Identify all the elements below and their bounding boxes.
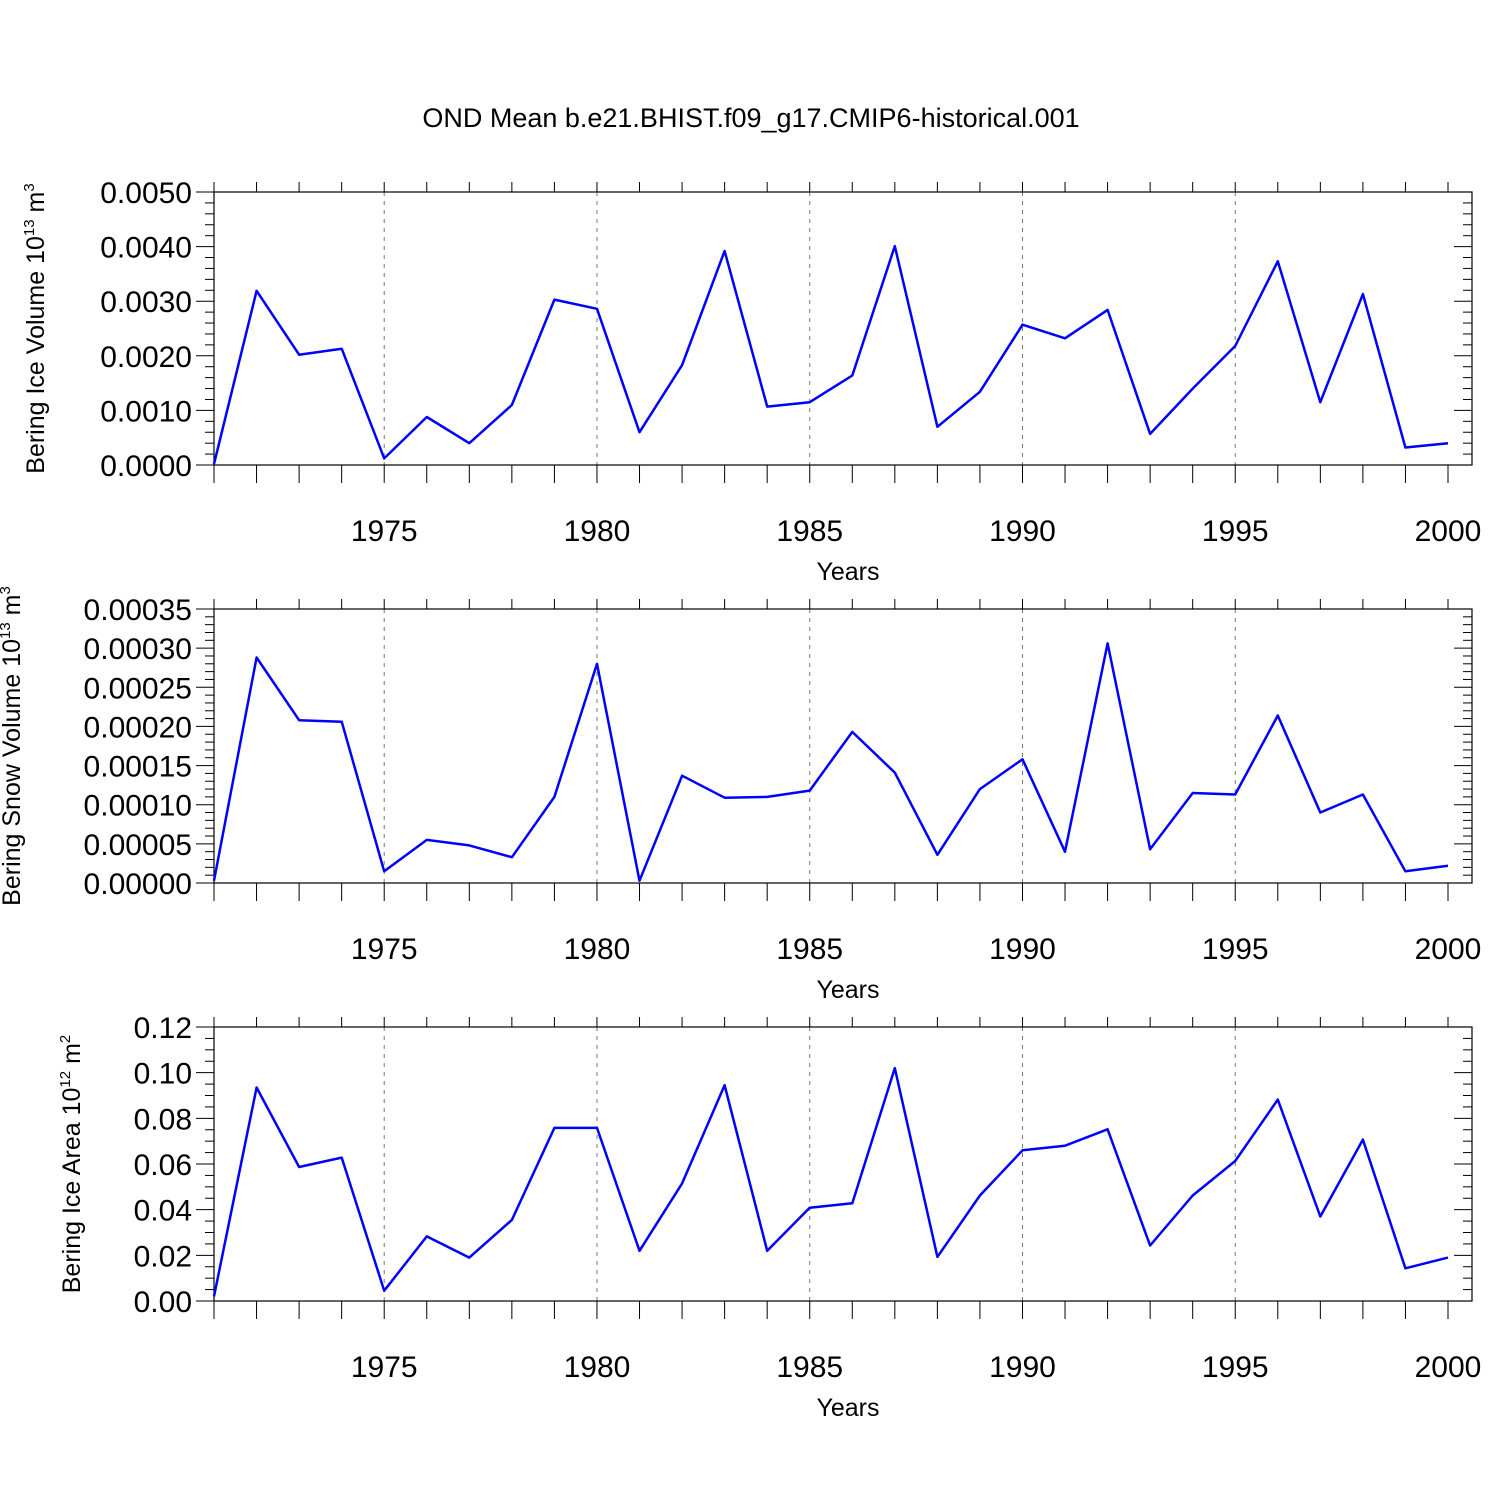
x-tick-label: 2000 — [1415, 933, 1482, 966]
x-tick-label: 1985 — [776, 933, 843, 966]
x-tick-label: 1990 — [989, 515, 1056, 548]
y-tick-label: 0.0030 — [100, 286, 192, 319]
y-tick-label: 0.0010 — [100, 395, 192, 428]
y-tick-label: 0.02 — [134, 1240, 192, 1273]
y-axis-title-text: Bering Ice Volume 10 — [22, 236, 50, 474]
y-axis-title-exponent: 13 — [0, 622, 14, 639]
x-axis-title: Years — [816, 976, 879, 1004]
x-tick-label: 1985 — [776, 1351, 843, 1384]
x-tick-label: 1995 — [1202, 1351, 1269, 1384]
y-tick-label: 0.00030 — [84, 633, 192, 666]
x-tick-label: 1985 — [776, 515, 843, 548]
x-tick-label: 1990 — [989, 1351, 1056, 1384]
x-axis-title: Years — [816, 1394, 879, 1422]
y-tick-label: 0.00035 — [84, 594, 192, 627]
y-axis-title-unit-exponent: 2 — [57, 1035, 74, 1043]
plot-frame — [213, 608, 1473, 884]
y-tick-label: 0.0040 — [100, 232, 192, 265]
chart-title: OND Mean b.e21.BHIST.f09_g17.CMIP6-histo… — [422, 103, 1079, 133]
series-line — [212, 1066, 1449, 1297]
y-tick-label: 0.0000 — [100, 450, 192, 483]
y-axis-title-text: Bering Ice Area 10 — [58, 1088, 86, 1294]
y-tick-label: 0.00000 — [84, 868, 192, 901]
y-axis-title-unit-exponent: 3 — [21, 183, 38, 191]
y-tick-label: 0.0050 — [100, 177, 192, 210]
plot-frame — [213, 191, 1473, 466]
panel-2: 1975 1980 1985 1990 1995 2000 Years 0.00000 0.00… — [0, 586, 1481, 1004]
x-tick-label: 1975 — [351, 1351, 418, 1384]
x-tick-label: 1995 — [1202, 933, 1269, 966]
y-axis-title-unit: m — [22, 192, 50, 220]
y-axis-title-exponent: 12 — [57, 1071, 74, 1088]
x-tick-label: 1995 — [1202, 515, 1269, 548]
y-axis-title: Bering Ice Area 1012 m2 — [57, 1035, 86, 1294]
y-axis-title: Bering Ice Volume 1013 m3 — [21, 183, 50, 473]
series-line — [212, 244, 1449, 465]
panel-3: 1975 1980 1985 1990 1995 2000 Years 0.00 0.02 0.0… — [57, 1012, 1481, 1422]
x-tick-label: 1990 — [989, 933, 1056, 966]
y-axis-title-exponent: 13 — [21, 219, 38, 236]
y-tick-label: 0.12 — [134, 1012, 192, 1045]
y-tick-label: 0.10 — [134, 1058, 192, 1091]
y-axis-title-unit-exponent: 3 — [0, 586, 14, 594]
x-tick-label: 2000 — [1415, 515, 1482, 548]
y-tick-label: 0.04 — [134, 1195, 192, 1228]
x-tick-label: 1975 — [351, 515, 418, 548]
chart-panels: 1975 1980 1985 1990 1995 2000Years0.00000.001… — [0, 177, 1481, 1422]
panel-1: 1975 1980 1985 1990 1995 2000 Years 0.0000 0.001… — [21, 177, 1481, 586]
x-tick-label: 1980 — [564, 933, 631, 966]
x-tick-label: 2000 — [1415, 1351, 1482, 1384]
x-tick-label: 1975 — [351, 933, 418, 966]
y-axis-title-unit: m — [58, 1043, 86, 1071]
y-tick-label: 0.08 — [134, 1103, 192, 1136]
y-tick-label: 0.00015 — [84, 751, 192, 784]
y-tick-label: 0.00025 — [84, 672, 192, 705]
y-axis-title-text: Bering Snow Volume 10 — [0, 639, 26, 906]
y-tick-label: 0.06 — [134, 1149, 192, 1182]
x-axis-title: Years — [816, 558, 879, 586]
y-tick-label: 0.00 — [134, 1286, 192, 1319]
x-tick-label: 1980 — [564, 1351, 631, 1384]
series-line — [212, 642, 1449, 882]
y-axis-title: Bering Snow Volume 1013 m3 — [0, 586, 26, 906]
x-tick-label: 1980 — [564, 515, 631, 548]
y-axis-title-unit: m — [0, 595, 26, 623]
y-tick-label: 0.00005 — [84, 829, 192, 862]
y-tick-label: 0.0020 — [100, 341, 192, 374]
y-tick-label: 0.00020 — [84, 711, 192, 744]
plot-frame — [213, 1026, 1473, 1302]
y-tick-label: 0.00010 — [84, 790, 192, 823]
